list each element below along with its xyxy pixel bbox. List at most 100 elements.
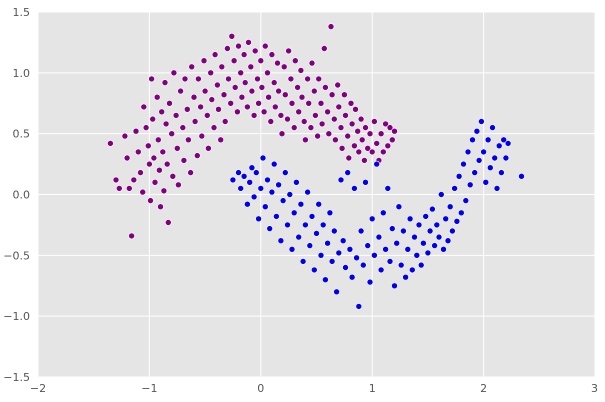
y-tick-label: −1.5: [3, 371, 30, 384]
data-point: [299, 258, 307, 265]
data-point: [180, 157, 188, 164]
data-point: [295, 233, 303, 241]
data-point: [247, 63, 255, 71]
data-point: [197, 103, 204, 111]
data-point: [284, 115, 291, 123]
data-point: [257, 185, 265, 192]
data-point: [191, 118, 199, 125]
x-tick-label: 2: [480, 382, 487, 395]
data-point: [132, 127, 140, 135]
data-point: [275, 87, 282, 95]
data-point: [160, 187, 168, 195]
data-point: [330, 227, 338, 235]
data-point: [377, 130, 385, 137]
data-point: [248, 87, 256, 95]
data-point: [297, 67, 305, 74]
data-point: [417, 261, 425, 269]
data-point: [324, 108, 331, 116]
data-point: [382, 120, 389, 128]
data-point: [308, 213, 316, 220]
data-point: [371, 118, 378, 125]
data-point: [158, 108, 165, 116]
data-point: [218, 63, 226, 71]
data-point: [379, 148, 387, 156]
data-point: [235, 169, 242, 176]
data-point: [304, 75, 311, 83]
data-point: [315, 75, 323, 83]
data-point: [266, 225, 274, 232]
data-point: [386, 124, 394, 131]
data-point: [214, 81, 221, 89]
data-point: [157, 203, 164, 210]
data-point: [377, 266, 385, 274]
data-point: [215, 106, 222, 113]
data-point: [137, 169, 144, 176]
data-points: [107, 23, 525, 310]
x-tick-label: 1: [369, 382, 376, 395]
data-point: [264, 69, 271, 77]
data-point: [257, 57, 265, 65]
data-point: [281, 91, 289, 98]
data-point: [480, 148, 487, 156]
data-point: [368, 148, 376, 156]
data-point: [364, 145, 372, 152]
data-point: [237, 69, 244, 77]
data-point: [185, 136, 192, 144]
data-point: [175, 181, 182, 189]
x-tick-label: 3: [591, 382, 598, 395]
data-point: [181, 75, 189, 83]
data-point: [126, 185, 133, 192]
data-point: [342, 264, 349, 271]
data-point: [308, 59, 316, 67]
data-point: [422, 213, 430, 220]
data-point: [366, 130, 374, 137]
data-point: [156, 166, 163, 174]
data-point: [285, 47, 292, 55]
data-point: [268, 51, 276, 58]
data-point: [149, 115, 156, 123]
data-point: [337, 176, 345, 184]
data-point: [353, 254, 360, 262]
data-point: [362, 179, 369, 186]
data-point: [318, 120, 326, 128]
data-point: [295, 108, 303, 116]
data-point: [280, 63, 288, 71]
data-point: [254, 75, 261, 83]
data-point: [231, 84, 239, 91]
data-point: [400, 227, 407, 235]
data-point: [245, 39, 252, 46]
data-point: [205, 145, 212, 152]
data-point: [457, 209, 465, 217]
data-point: [491, 154, 499, 162]
data-point: [277, 237, 285, 244]
data-point: [354, 127, 362, 135]
data-point: [250, 112, 258, 119]
data-point: [244, 103, 251, 111]
data-point: [449, 227, 456, 235]
data-point: [148, 75, 155, 83]
data-point: [368, 215, 376, 223]
data-point: [314, 132, 321, 140]
data-point: [140, 103, 148, 111]
data-point: [298, 93, 306, 101]
y-tick-label: 0.5: [13, 128, 31, 141]
data-point: [251, 47, 259, 55]
data-point: [391, 127, 398, 135]
data-point: [362, 124, 369, 131]
data-point: [446, 203, 454, 210]
data-point: [437, 191, 445, 198]
data-point: [339, 237, 347, 244]
data-point: [302, 136, 309, 144]
data-point: [493, 185, 501, 192]
data-point: [364, 242, 372, 249]
data-point: [371, 252, 378, 259]
data-point: [320, 45, 328, 52]
data-point: [187, 169, 194, 176]
data-point: [259, 154, 267, 162]
data-point: [411, 233, 418, 241]
data-point: [279, 197, 287, 204]
data-point: [250, 193, 258, 201]
data-point: [504, 140, 512, 147]
data-point: [342, 112, 349, 119]
data-point: [332, 136, 339, 144]
